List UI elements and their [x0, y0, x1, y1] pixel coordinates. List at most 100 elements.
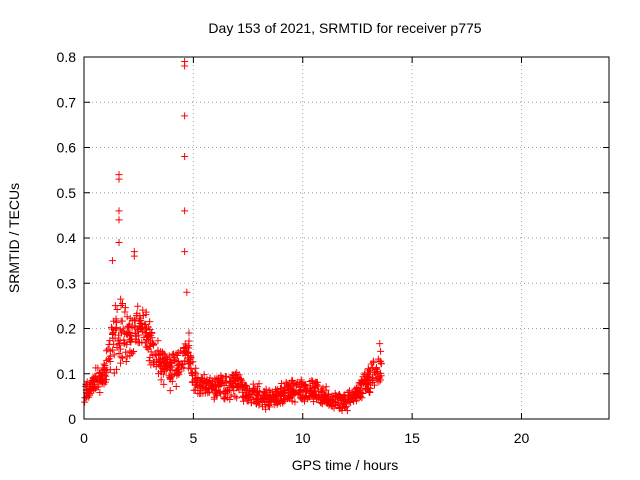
data-point [113, 365, 121, 373]
data-point [121, 308, 129, 316]
data-point [155, 359, 163, 367]
data-point [117, 353, 125, 361]
data-point [227, 374, 235, 382]
data-point [335, 392, 343, 400]
data-point [146, 318, 154, 326]
data-point [371, 381, 379, 389]
data-point [113, 343, 121, 351]
data-point [321, 390, 329, 398]
chart-title: Day 153 of 2021, SRMTID for receiver p77… [208, 20, 481, 36]
x-tick-label: 10 [295, 430, 311, 446]
data-point [270, 391, 278, 399]
data-point [173, 371, 181, 379]
data-point [340, 403, 348, 411]
data-point [181, 153, 189, 161]
data-point [223, 386, 231, 394]
data-point [166, 358, 174, 366]
data-point [256, 388, 264, 396]
data-point [375, 373, 383, 381]
data-point [266, 403, 274, 411]
data-point [345, 395, 353, 403]
data-point [117, 295, 125, 303]
data-point [187, 353, 195, 361]
data-point [100, 360, 108, 368]
data-point [149, 340, 157, 348]
data-point [168, 371, 176, 379]
data-point [315, 392, 323, 400]
data-point [110, 369, 118, 377]
data-point [117, 302, 125, 310]
x-tick-label: 0 [80, 430, 88, 446]
data-point [103, 368, 111, 376]
data-point [377, 347, 385, 355]
y-tick-label: 0 [68, 411, 76, 427]
data-point [126, 331, 134, 339]
data-point [119, 325, 127, 333]
data-point [130, 252, 138, 260]
data-point [110, 340, 118, 348]
data-point [172, 382, 180, 390]
data-point [235, 371, 243, 379]
data-point [127, 349, 135, 357]
data-point [208, 385, 216, 393]
data-point [364, 384, 372, 392]
y-tick-label: 0.2 [57, 321, 77, 337]
data-point [154, 337, 162, 345]
data-point [126, 314, 134, 322]
data-point [181, 340, 189, 348]
data-point [96, 388, 104, 396]
data-point [296, 383, 304, 391]
data-point [354, 386, 362, 394]
data-point [332, 399, 340, 407]
data-point [166, 387, 174, 395]
data-point [373, 376, 381, 384]
data-point [312, 391, 320, 399]
data-point [222, 373, 230, 381]
data-point [179, 349, 187, 357]
data-point [233, 394, 241, 402]
data-point [181, 62, 189, 70]
data-point [377, 360, 385, 368]
data-point [126, 338, 134, 346]
data-point [185, 329, 193, 337]
data-point [290, 379, 298, 387]
data-point [354, 394, 362, 402]
y-tick-label: 0.3 [57, 275, 77, 291]
data-point [277, 392, 285, 400]
data-point [121, 329, 129, 337]
plot-frame [83, 56, 610, 420]
y-axis-title: SRMTID / TECUs [6, 183, 22, 293]
x-tick-label: 15 [404, 430, 420, 446]
data-point [206, 376, 214, 384]
data-point [274, 385, 282, 393]
data-point [347, 399, 355, 407]
data-point [125, 330, 133, 338]
data-point [242, 392, 250, 400]
data-point [143, 333, 151, 341]
data-point [306, 378, 314, 386]
data-point [148, 334, 156, 342]
data-point [110, 351, 118, 359]
data-point [255, 380, 263, 388]
data-point [369, 357, 377, 365]
data-point [173, 351, 181, 359]
data-point [322, 383, 330, 391]
data-point [350, 397, 358, 405]
data-point [259, 392, 267, 400]
data-point [109, 334, 117, 342]
data-point [115, 349, 123, 357]
data-point [283, 381, 291, 389]
data-point [113, 306, 121, 314]
data-point [211, 389, 219, 397]
data-point [234, 374, 242, 382]
data-point [108, 323, 116, 331]
data-point [143, 325, 151, 333]
x-tick-label: 5 [189, 430, 197, 446]
data-point [306, 393, 314, 401]
y-tick-label: 0.6 [57, 140, 77, 156]
data-point [136, 314, 144, 322]
data-point [187, 365, 195, 373]
data-point [227, 391, 235, 399]
data-point [172, 350, 180, 358]
data-point [106, 366, 114, 374]
